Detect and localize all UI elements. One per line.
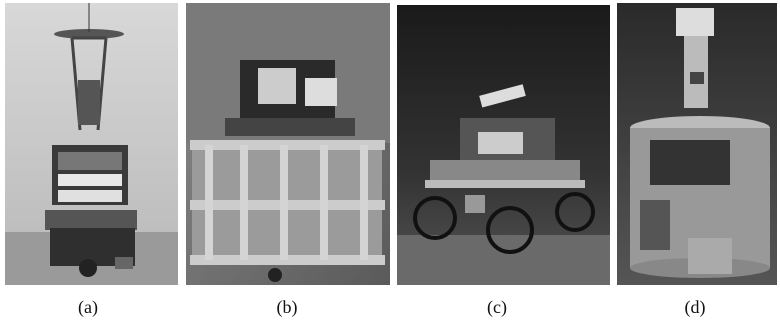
caption: (d)	[685, 297, 706, 318]
photo-b	[186, 3, 390, 285]
caption: (a)	[78, 297, 98, 318]
caption: (b)	[277, 297, 298, 318]
photo-c	[397, 5, 610, 285]
figure: (a) (b) (c) (d)	[0, 0, 780, 323]
caption: (c)	[487, 297, 507, 318]
page: (a) (b) (c) (d) (() => { const data = JS…	[0, 0, 780, 323]
photo-d	[617, 3, 777, 285]
photo-a	[5, 3, 178, 285]
